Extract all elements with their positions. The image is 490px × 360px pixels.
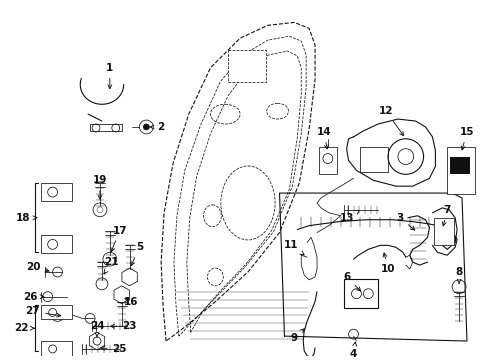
Text: 24: 24 [90,321,104,337]
Text: 20: 20 [25,262,49,272]
Bar [447,147,475,194]
Text: 9: 9 [291,329,304,343]
Bar [41,341,73,356]
Text: 12: 12 [379,106,404,136]
Bar [41,305,73,319]
Text: 17: 17 [111,226,127,252]
Bar [41,235,73,253]
Bar [319,147,337,174]
Text: 1: 1 [106,63,114,89]
Text: 13: 13 [340,210,360,223]
Bar [228,50,266,82]
Text: 19: 19 [93,175,107,199]
Text: 6: 6 [343,272,361,291]
Text: 3: 3 [396,213,415,230]
Text: 4: 4 [350,342,357,359]
Text: 21: 21 [104,257,119,274]
Bar [450,157,470,174]
Text: 11: 11 [284,240,304,255]
Text: 14: 14 [317,127,331,149]
Text: 22: 22 [14,323,34,333]
Bar [41,183,73,201]
Text: 25: 25 [101,344,127,354]
Text: 8: 8 [455,267,463,283]
Text: 23: 23 [111,321,137,331]
Text: 2: 2 [150,122,165,132]
Text: 10: 10 [381,253,395,274]
Text: 18: 18 [16,213,37,223]
Bar [361,147,388,172]
Text: 7: 7 [442,205,451,226]
Text: 15: 15 [460,127,474,150]
Text: 5: 5 [131,242,143,266]
Bar [343,279,378,309]
Text: 16: 16 [124,297,139,307]
Text: 27: 27 [25,306,61,317]
Circle shape [144,124,149,130]
Text: 26: 26 [23,292,44,302]
Bar [435,218,454,246]
